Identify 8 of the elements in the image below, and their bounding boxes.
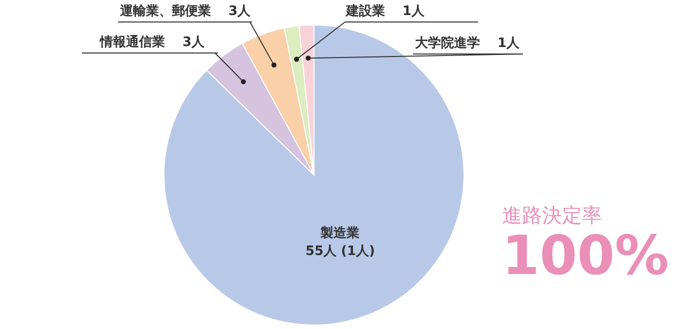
text: 進路決定率 [502,203,602,227]
slice-label: 建設業 1人 [345,3,426,19]
slice-label: 情報通信業 3人 [99,34,206,50]
text: 100% [502,224,669,287]
slice-label: 大学院進学 1人 [415,35,521,51]
data-label: 55人 (1人) [305,244,375,260]
slice-label: 製造業 [320,226,360,242]
slice-label: 運輸業、郵便業 3人 [119,3,252,19]
